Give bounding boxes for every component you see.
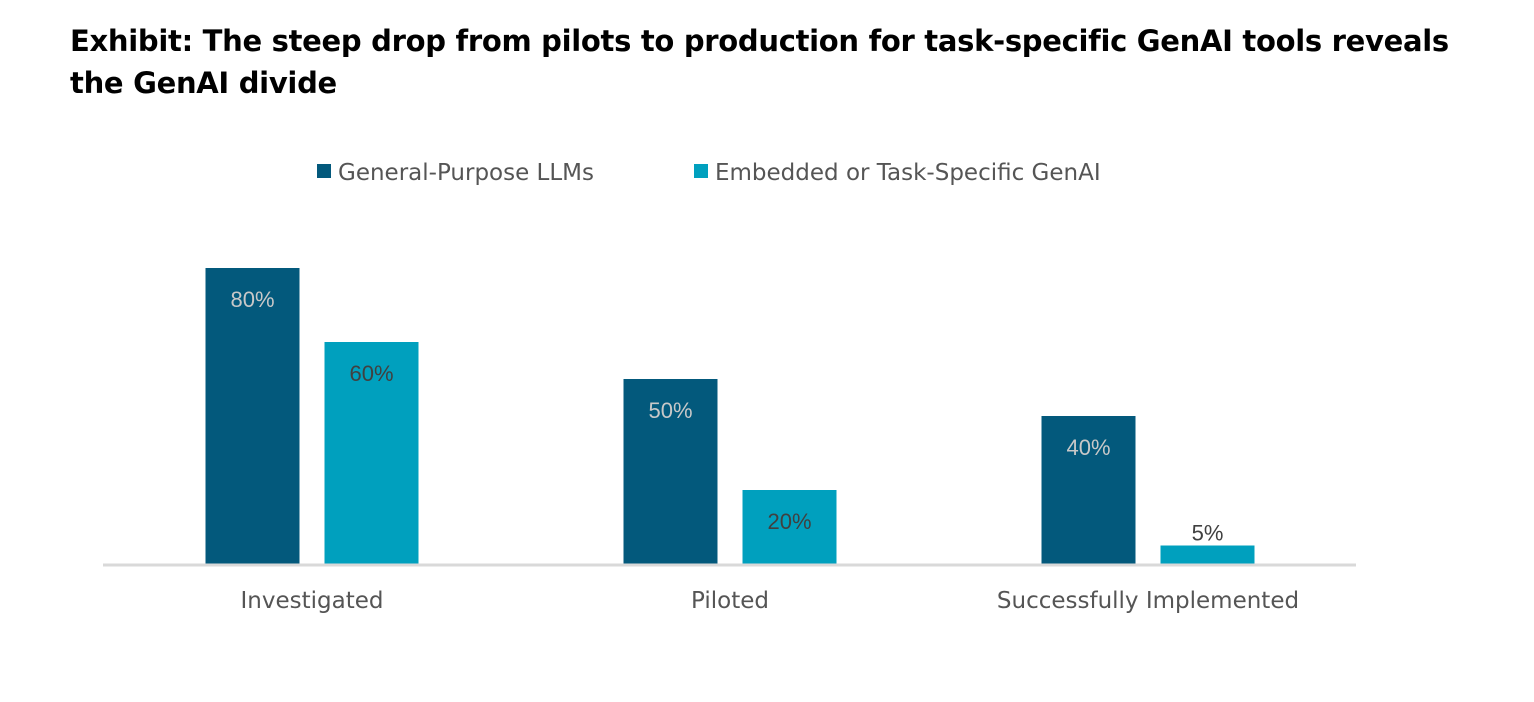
legend-label: Embedded or Task-Specific GenAI xyxy=(715,160,1101,186)
data-label: 80% xyxy=(230,287,274,312)
data-label: 60% xyxy=(349,361,393,386)
data-label: 20% xyxy=(767,509,811,534)
bar xyxy=(623,379,718,564)
category-label: Piloted xyxy=(691,588,769,614)
legend-swatch xyxy=(317,164,331,178)
bar xyxy=(742,490,837,564)
chart-title: Exhibit: The steep drop from pilots to p… xyxy=(70,24,1449,100)
legend-swatch xyxy=(694,164,708,178)
data-label: 50% xyxy=(648,398,692,423)
legend-label: General-Purpose LLMs xyxy=(338,160,594,186)
bar xyxy=(205,268,300,564)
bar xyxy=(1160,545,1255,564)
category-label: Successfully Implemented xyxy=(997,588,1299,614)
data-label: 40% xyxy=(1066,435,1110,460)
data-label: 5% xyxy=(1192,521,1224,546)
bar xyxy=(324,342,419,564)
category-label: Investigated xyxy=(241,588,384,614)
bar xyxy=(1041,416,1136,564)
